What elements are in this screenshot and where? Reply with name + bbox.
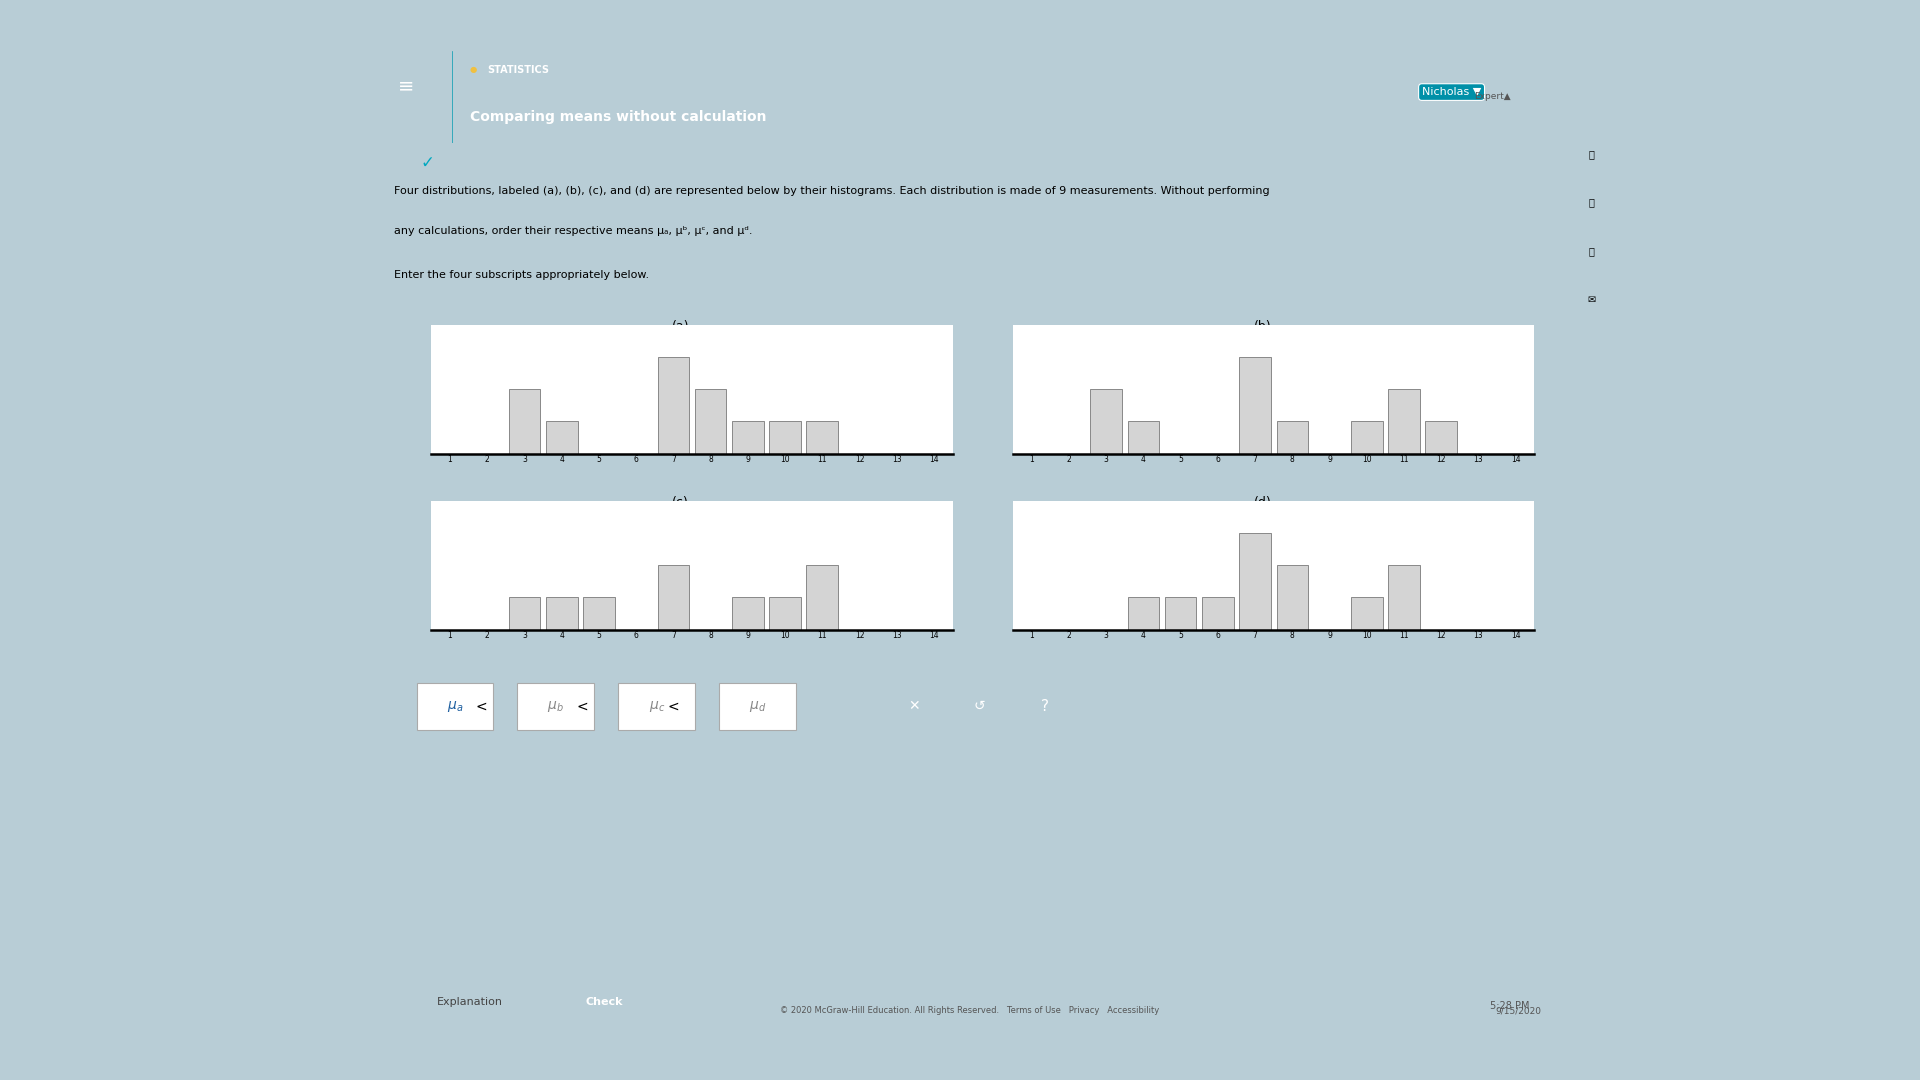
Text: ✓: ✓ <box>420 154 434 172</box>
Bar <box>806 565 837 630</box>
Text: © 2020 McGraw-Hill Education. All Rights Reserved.   Terms of Use   Privacy   Ac: © 2020 McGraw-Hill Education. All Rights… <box>780 1007 1160 1015</box>
Text: ✉: ✉ <box>1588 295 1596 305</box>
Text: Explanation: Explanation <box>436 997 503 1008</box>
Text: ✕: ✕ <box>908 700 920 713</box>
Bar <box>1127 597 1160 630</box>
Bar <box>1388 565 1419 630</box>
Text: ↺: ↺ <box>973 700 985 713</box>
Bar <box>1202 597 1235 630</box>
Bar <box>1277 421 1308 454</box>
Text: $\mu_a$: $\mu_a$ <box>447 699 463 714</box>
Text: 📋: 📋 <box>1588 149 1596 159</box>
Bar <box>1425 421 1457 454</box>
Text: STATISTICS: STATISTICS <box>488 65 549 75</box>
Bar <box>806 421 837 454</box>
Bar <box>1388 389 1419 454</box>
Bar <box>1277 565 1308 630</box>
Text: ≡: ≡ <box>397 77 415 95</box>
Bar <box>732 597 764 630</box>
Text: $\mu_b$: $\mu_b$ <box>547 699 564 714</box>
Bar <box>545 597 578 630</box>
Text: Enter the four subscripts appropriately below.: Enter the four subscripts appropriately … <box>394 270 649 280</box>
Bar <box>657 357 689 454</box>
Text: 📊: 📊 <box>1588 198 1596 207</box>
Bar <box>1238 534 1271 630</box>
Bar <box>732 421 764 454</box>
Bar <box>1352 597 1382 630</box>
Text: Expert▲: Expert▲ <box>1475 92 1511 100</box>
Bar <box>509 597 540 630</box>
Bar <box>584 597 614 630</box>
Bar <box>657 565 689 630</box>
Bar <box>618 683 695 730</box>
Text: (b): (b) <box>1254 320 1271 333</box>
Text: 9/15/2020: 9/15/2020 <box>1496 1007 1542 1015</box>
Text: (a): (a) <box>672 320 689 333</box>
Text: (c): (c) <box>672 496 689 509</box>
Text: 📈: 📈 <box>1588 246 1596 256</box>
Text: <: < <box>668 700 680 713</box>
Bar <box>1352 421 1382 454</box>
Bar <box>1127 421 1160 454</box>
Bar <box>770 597 801 630</box>
Bar <box>720 683 797 730</box>
Bar <box>417 683 493 730</box>
Text: Nicholas ▼: Nicholas ▼ <box>1423 87 1480 97</box>
Bar <box>1165 597 1196 630</box>
Text: $\mu_d$: $\mu_d$ <box>749 699 766 714</box>
Text: <: < <box>576 700 588 713</box>
Text: $\mu_c$: $\mu_c$ <box>649 699 664 714</box>
Text: Comparing means without calculation: Comparing means without calculation <box>470 110 766 124</box>
Bar <box>1091 389 1121 454</box>
Bar <box>770 421 801 454</box>
Text: any calculations, order their respective means μₐ, μᵇ, μᶜ, and μᵈ.: any calculations, order their respective… <box>394 226 753 237</box>
Bar <box>518 683 595 730</box>
Bar <box>545 421 578 454</box>
Bar <box>1238 357 1271 454</box>
Text: Four distributions, labeled (a), (b), (c), and (d) are represented below by thei: Four distributions, labeled (a), (b), (c… <box>394 186 1269 195</box>
Text: (d): (d) <box>1254 496 1271 509</box>
Bar <box>509 389 540 454</box>
Text: <: < <box>476 700 488 713</box>
Text: Check: Check <box>586 997 622 1008</box>
Text: 5:28 PM: 5:28 PM <box>1490 1001 1528 1011</box>
Text: ?: ? <box>1041 699 1048 714</box>
Text: ●: ● <box>470 65 480 73</box>
Bar <box>695 389 726 454</box>
